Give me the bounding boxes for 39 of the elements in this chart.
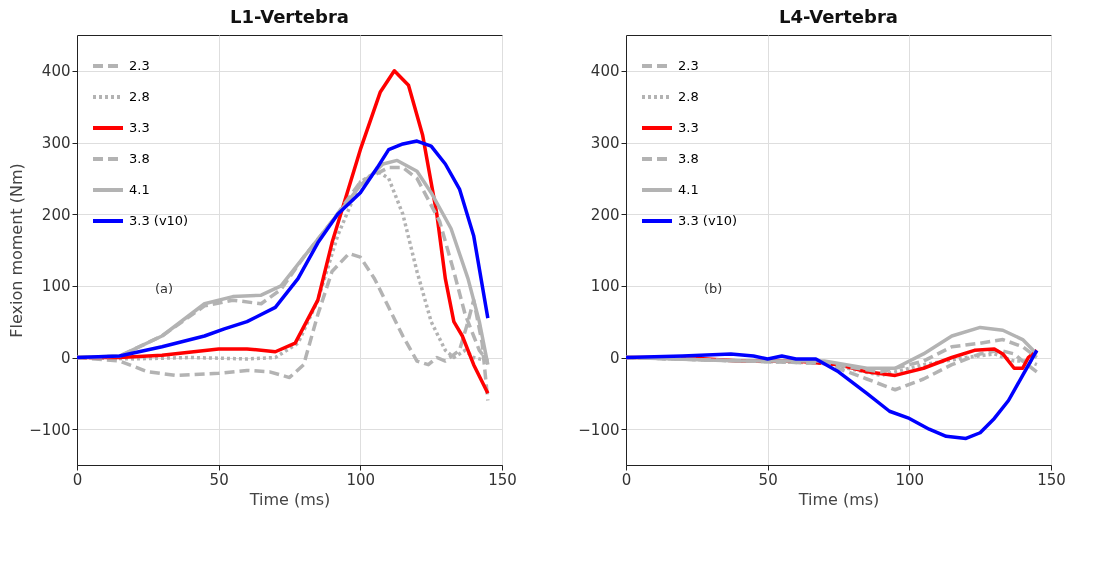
y-tick-label: 200 <box>41 205 71 224</box>
y-tick-label: −100 <box>29 420 71 439</box>
y-tick-label: 200 <box>590 205 620 224</box>
x-tick-label: 150 <box>488 470 517 489</box>
legend-label: 3.8 <box>678 151 699 166</box>
legend-label: 2.8 <box>129 89 150 104</box>
x-axis-title: Time (ms) <box>797 489 880 509</box>
y-tick-label: −100 <box>578 420 620 439</box>
annotation: (b) <box>704 281 723 296</box>
legend-label: 3.8 <box>129 151 150 166</box>
chart-title: L1-Vertebra <box>230 6 349 27</box>
y-tick-label: 0 <box>609 349 620 367</box>
chart-title: L4-Vertebra <box>779 6 898 27</box>
x-tick-label: 100 <box>895 470 925 489</box>
legend-label: 2.3 <box>129 58 150 73</box>
y-tick-label: 0 <box>60 349 71 367</box>
legend-label: 2.8 <box>678 89 699 104</box>
legend-label: 3.3 (v10) <box>129 213 189 228</box>
annotation: (a) <box>155 281 174 296</box>
y-tick-label: 300 <box>590 134 620 152</box>
x-tick-label: 100 <box>346 470 376 489</box>
y-axis-title: Flexion moment (Nm) <box>7 163 27 338</box>
x-tick-label: 50 <box>209 470 229 489</box>
y-tick-label: 100 <box>41 277 71 296</box>
x-tick-label: 0 <box>72 470 83 489</box>
x-axis-title: Time (ms) <box>248 489 331 509</box>
y-tick-label: 100 <box>590 277 620 296</box>
x-tick-label: 150 <box>1037 470 1066 489</box>
legend-label: 2.3 <box>678 58 699 73</box>
legend-label: 3.3 (v10) <box>678 213 738 228</box>
legend-label: 3.3 <box>129 120 150 135</box>
y-tick-label: 400 <box>41 62 71 81</box>
y-tick-label: 400 <box>590 62 620 81</box>
x-tick-label: 50 <box>758 470 778 489</box>
y-tick-label: 300 <box>41 134 71 152</box>
x-tick-label: 0 <box>621 470 632 489</box>
legend-label: 4.1 <box>129 182 150 197</box>
legend-label: 4.1 <box>678 182 699 197</box>
legend-label: 3.3 <box>678 120 699 135</box>
